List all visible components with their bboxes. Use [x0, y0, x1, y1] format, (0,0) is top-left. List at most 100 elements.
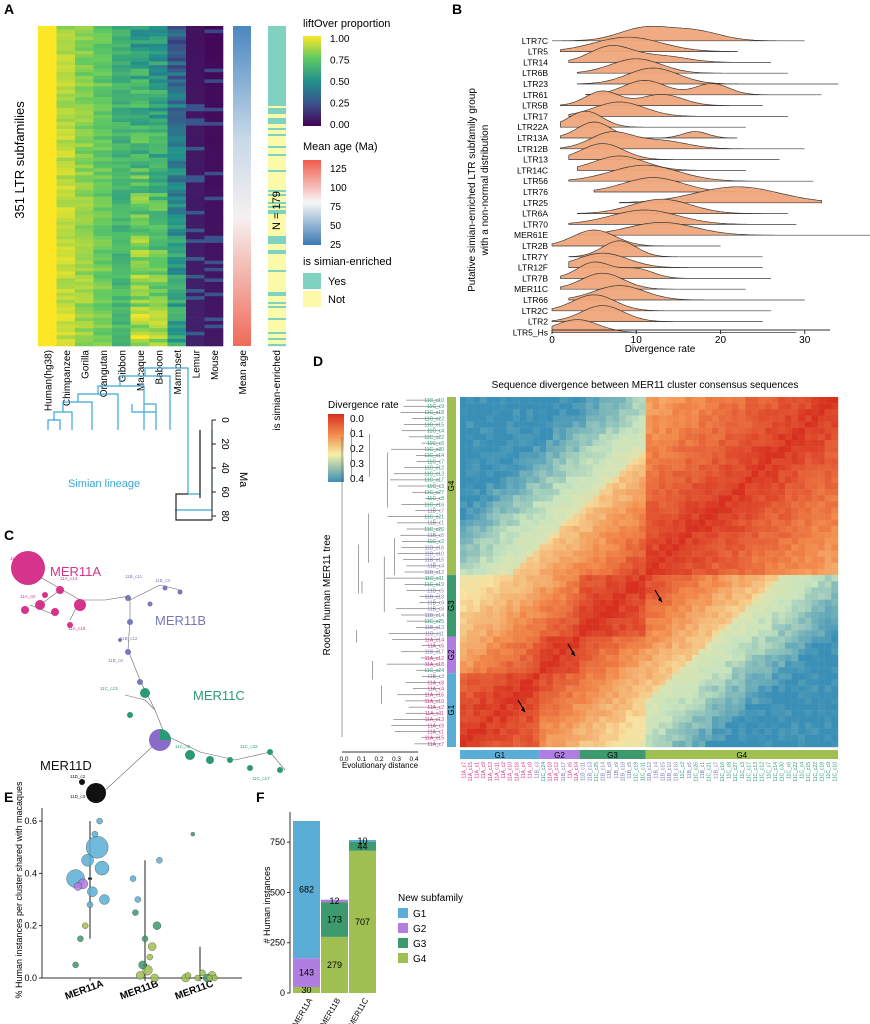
matrix-cell: [546, 403, 554, 410]
matrix-cell: [712, 704, 719, 711]
matrix-cell: [493, 581, 500, 588]
matrix-cell: [745, 421, 752, 428]
col-label: 11A_c13: [488, 762, 494, 782]
matrix-cell: [546, 427, 554, 435]
row-label: 11A_c16: [425, 693, 445, 699]
matrix-cell: [473, 734, 481, 742]
heat-cell: [93, 58, 113, 62]
matrix-cell: [652, 544, 660, 551]
matrix-cell: [804, 525, 812, 533]
matrix-cell: [818, 427, 825, 435]
matrix-cell: [605, 562, 613, 570]
matrix-cell: [758, 525, 766, 533]
heat-cell: [149, 203, 168, 208]
matrix-cell: [532, 507, 540, 514]
heat-cell: [167, 246, 187, 251]
matrix-cell: [625, 556, 633, 563]
matrix-cell: [546, 482, 554, 490]
matrix-cell: [460, 538, 467, 545]
heat-cell: [167, 175, 187, 180]
simian-cell: [268, 82, 286, 85]
matrix-cell: [479, 550, 487, 557]
matrix-cell: [552, 654, 560, 662]
matrix-cell: [526, 513, 534, 521]
heat-cell: [75, 296, 94, 301]
matrix-cell: [466, 470, 474, 478]
simian-cell: [268, 90, 286, 93]
heat-cell: [112, 146, 131, 151]
matrix-cell: [712, 661, 719, 668]
matrix-cell: [532, 710, 540, 717]
matrix-cell: [546, 605, 554, 613]
matrix-cell: [652, 446, 660, 453]
matrix-cell: [818, 550, 825, 557]
matrix-cell: [778, 525, 786, 533]
matrix-cell: [665, 397, 673, 404]
matrix-cell: [559, 495, 567, 502]
matrix-cell: [818, 476, 825, 484]
heat-cell: [186, 154, 205, 158]
matrix-cell: [765, 611, 772, 619]
matrix-cell: [539, 421, 547, 428]
heat-cell: [149, 58, 168, 62]
matrix-cell: [592, 722, 600, 729]
matrix-cell: [745, 581, 752, 588]
row-label: 11B_c5: [427, 588, 444, 594]
matrix-cell: [526, 519, 534, 527]
heat-cell: [186, 271, 205, 276]
matrix-cell: [619, 636, 626, 643]
heat-cell: [112, 75, 131, 80]
matrix-cell: [579, 519, 587, 527]
matrix-cell: [619, 679, 626, 686]
matrix-cell: [824, 464, 832, 471]
matrix-cell: [466, 568, 474, 576]
matrix-cell: [751, 697, 759, 705]
matrix-cell: [579, 568, 587, 576]
network-edge: [269, 751, 286, 771]
heat-cell: [130, 182, 150, 187]
matrix-cell: [460, 636, 467, 643]
matrix-cell: [625, 734, 633, 742]
tree-label: Rooted human MER11 tree: [322, 534, 333, 655]
matrix-cell: [738, 587, 746, 594]
heat-cell: [186, 33, 205, 37]
matrix-cell: [625, 624, 633, 631]
matrix-cell: [831, 740, 839, 748]
heat-cell: [93, 125, 113, 130]
matrix-cell: [712, 734, 719, 742]
matrix-cell: [486, 740, 494, 748]
matrix-cell: [738, 556, 746, 563]
matrix-cell: [811, 642, 819, 649]
matrix-cell: [499, 556, 507, 563]
e-point: [141, 935, 149, 942]
matrix-cell: [586, 728, 593, 735]
matrix-cell: [493, 446, 500, 453]
node-c: [277, 767, 283, 773]
matrix-cell: [592, 544, 600, 551]
matrix-cell: [552, 446, 560, 453]
matrix-cell: [745, 697, 752, 705]
matrix-cell: [705, 476, 713, 484]
matrix-cell: [811, 728, 819, 735]
matrix-cell: [685, 593, 693, 600]
matrix-cell: [705, 691, 713, 699]
matrix-cell: [466, 697, 474, 705]
matrix-cell: [771, 740, 779, 748]
e-point: [184, 972, 192, 979]
matrix-cell: [698, 513, 706, 521]
matrix-cell: [712, 654, 719, 662]
matrix-cell: [639, 691, 646, 699]
heat-cell: [56, 72, 76, 77]
heat-cell: [167, 331, 187, 336]
matrix-cell: [818, 464, 825, 471]
heat-cell: [56, 189, 76, 194]
matrix-cell: [678, 568, 686, 576]
matrix-cell: [658, 507, 666, 514]
heat-cell: [204, 61, 224, 66]
heat-cell: [167, 118, 187, 123]
age-tick: 75: [330, 202, 342, 213]
matrix-cell: [712, 722, 719, 729]
matrix-cell: [599, 470, 607, 478]
matrix-cell: [519, 654, 527, 662]
matrix-cell: [605, 599, 613, 606]
